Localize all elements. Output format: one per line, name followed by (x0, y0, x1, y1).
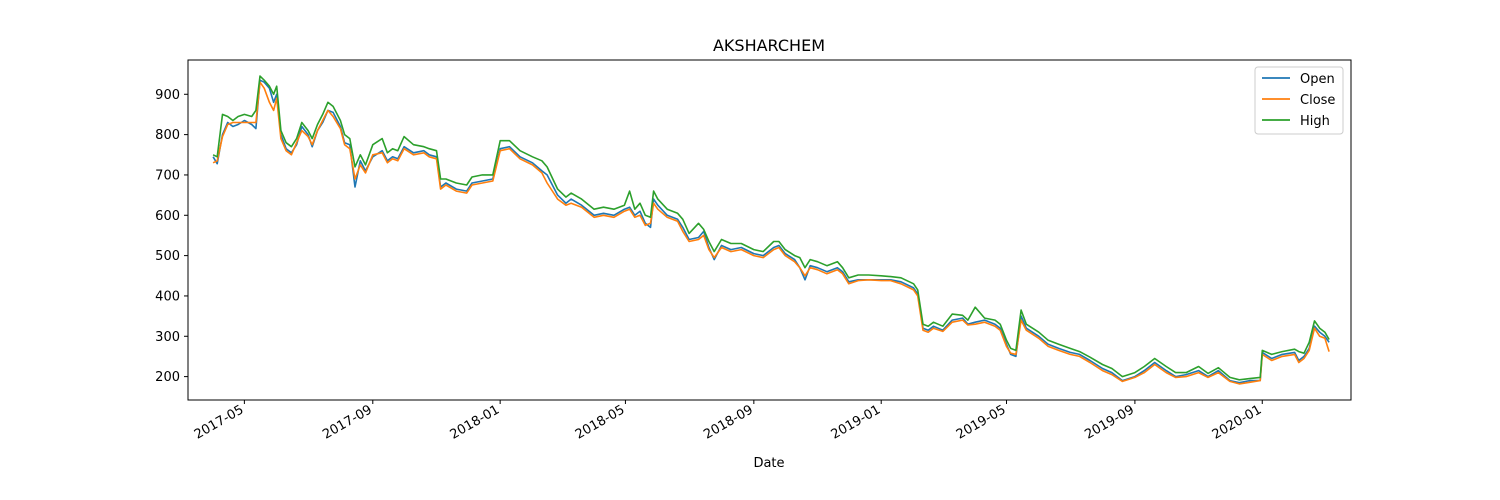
y-tick-label: 800 (155, 128, 180, 143)
y-tick-label: 600 (155, 209, 180, 224)
legend: Open Close High (1254, 66, 1344, 135)
plot-frame (187, 59, 1352, 401)
series-line-open (212, 79, 1330, 384)
series-lines (212, 75, 1330, 385)
legend-label-open: Open (1300, 72, 1335, 87)
y-tick-label: 400 (155, 289, 180, 304)
legend-label-high: High (1300, 114, 1330, 129)
chart-title: AKSHARCHEM (713, 36, 825, 55)
x-axis-label: Date (753, 456, 784, 471)
plot-area (188, 60, 1351, 400)
legend-label-close: Close (1300, 93, 1335, 108)
y-tick-label: 700 (155, 168, 180, 183)
legend-box (1254, 66, 1344, 135)
y-tick-label: 200 (155, 370, 180, 385)
y-tick-label: 900 (155, 88, 180, 103)
series-line-high (212, 75, 1330, 381)
y-axis-ticks: 200 300 400 500 600 700 800 900 (155, 88, 188, 385)
y-tick-label: 300 (155, 330, 180, 345)
y-tick-label: 500 (155, 249, 180, 264)
series-line-close (212, 81, 1330, 385)
